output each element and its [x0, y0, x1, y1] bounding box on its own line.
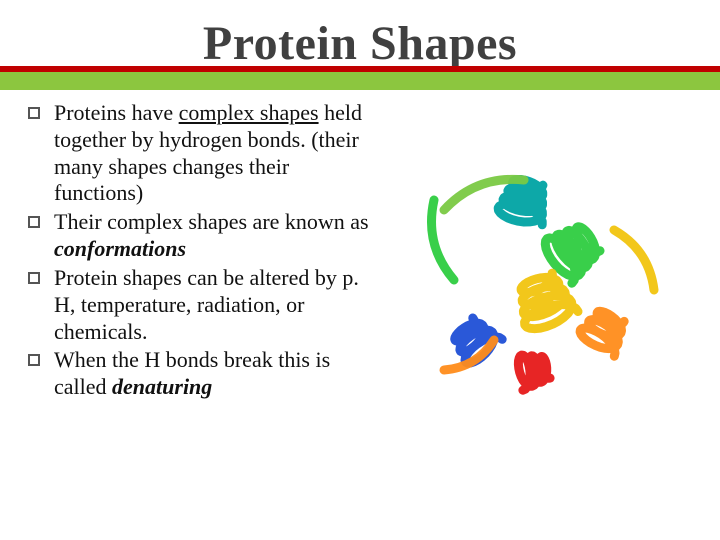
- bullet-text: Their complex shapes are known as confor…: [54, 209, 378, 263]
- bullet-text: When the H bonds break this is called de…: [54, 347, 378, 401]
- slide: Protein Shapes Proteins have complex sha…: [0, 0, 720, 540]
- bullet-text: Proteins have complex shapes held togeth…: [54, 100, 378, 207]
- protein-ribbon-icon: [394, 140, 684, 400]
- bullet-icon: [28, 272, 40, 284]
- list-item: Their complex shapes are known as confor…: [28, 209, 378, 263]
- bullet-icon: [28, 216, 40, 228]
- bullet-list: Proteins have complex shapes held togeth…: [28, 100, 378, 403]
- accent-bar-green: [0, 72, 720, 90]
- list-item: When the H bonds break this is called de…: [28, 347, 378, 401]
- list-item: Proteins have complex shapes held togeth…: [28, 100, 378, 207]
- list-item: Protein shapes can be altered by p. H, t…: [28, 265, 378, 345]
- bullet-text: Protein shapes can be altered by p. H, t…: [54, 265, 378, 345]
- bullet-icon: [28, 354, 40, 366]
- title-area: Protein Shapes: [0, 16, 720, 71]
- page-title: Protein Shapes: [0, 16, 720, 71]
- protein-ribbon-figure: [394, 140, 684, 400]
- bullet-icon: [28, 107, 40, 119]
